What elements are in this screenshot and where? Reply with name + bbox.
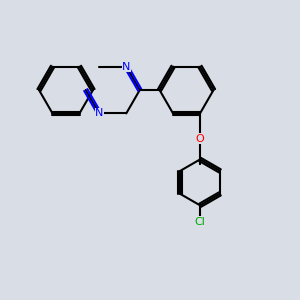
Text: O: O xyxy=(196,134,204,144)
Text: Cl: Cl xyxy=(195,217,206,227)
Text: N: N xyxy=(122,61,130,72)
Text: N: N xyxy=(95,108,103,118)
